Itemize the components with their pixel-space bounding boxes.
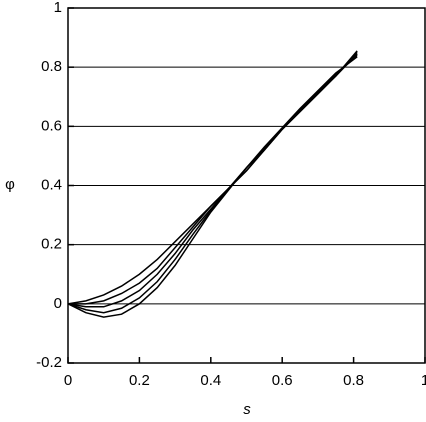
line-series [68,51,358,305]
y-tick-label: 0.2 [41,236,62,253]
y-axis-label: φ [5,176,15,193]
x-tick-label: 0.4 [200,372,221,389]
x-tick-label: 0 [64,372,72,389]
y-tick-label: 1 [54,0,62,16]
y-tick-label: 0.6 [41,117,62,134]
y-tick-label: 0 [54,295,62,312]
line-series [67,50,358,305]
x-axis-label: s [243,401,251,418]
y-tick-label: 0.8 [41,58,62,75]
plot-frame [67,7,426,364]
y-tick-label: 0.4 [41,176,62,193]
line-series [67,56,358,318]
x-tick-label: 0.2 [129,372,150,389]
x-tick-label: 0.6 [272,372,293,389]
x-tick-label: 1 [421,372,426,389]
x-tick-label: 0.8 [343,372,364,389]
y-tick-label: -0.2 [36,354,62,371]
line-series [67,54,358,314]
line-series [67,53,358,308]
